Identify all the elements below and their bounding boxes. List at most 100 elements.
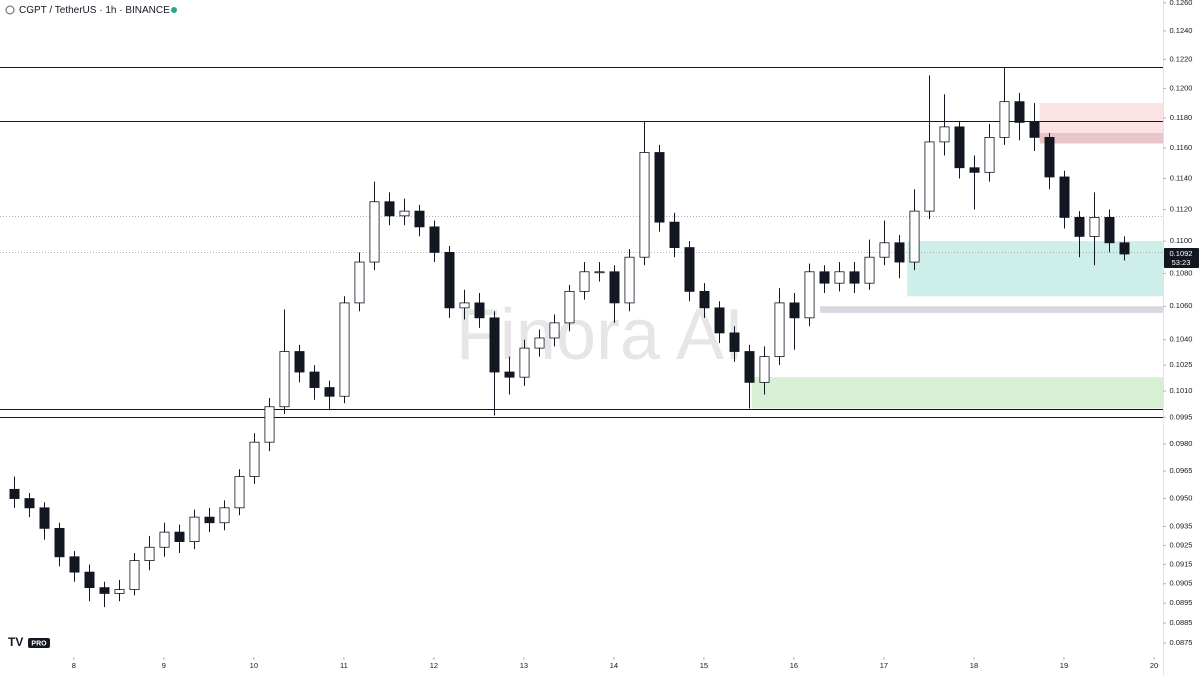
candle-body: [984, 136, 995, 173]
candle-body: [39, 507, 50, 529]
y-tick-label: 0.1100: [1170, 236, 1192, 245]
x-tick-label: 8: [72, 661, 76, 670]
y-tick-label: 0.1180: [1170, 113, 1192, 122]
candle-body: [204, 516, 215, 524]
candle-body: [1014, 101, 1025, 123]
logo-badge-bg: [28, 638, 50, 648]
candle-body: [639, 152, 650, 258]
candle-body: [444, 251, 455, 309]
candle-body: [24, 498, 35, 509]
x-tick-label: 9: [162, 661, 166, 670]
candle-body: [1104, 217, 1115, 244]
y-tick-label: 0.1260: [1170, 0, 1193, 7]
x-tick-label: 17: [880, 661, 888, 670]
candle-body: [69, 556, 80, 573]
y-tick-label: 0.0980: [1170, 439, 1193, 448]
x-tick-label: 12: [430, 661, 438, 670]
x-tick-label: 13: [520, 661, 528, 670]
candle-body: [234, 476, 245, 509]
candle-body: [1089, 217, 1100, 237]
zone: [820, 306, 1163, 313]
candle-body: [504, 371, 515, 378]
candle-body: [219, 507, 230, 524]
candle-body: [519, 347, 530, 378]
chart-title: CGPT / TetherUS · 1h · BINANCE: [19, 5, 170, 16]
x-tick-label: 20: [1150, 661, 1158, 670]
candle-body: [324, 387, 335, 397]
candle-body: [564, 290, 575, 324]
candle-body: [1029, 122, 1040, 138]
candle-body: [609, 271, 620, 304]
logo: TV PRO: [8, 635, 50, 649]
y-tick-label: 0.1080: [1170, 268, 1193, 277]
y-tick-label: 0.1220: [1170, 54, 1193, 63]
candle-body: [9, 488, 20, 499]
y-tick-label: 0.0915: [1170, 559, 1193, 568]
symbol-icon: [5, 5, 15, 15]
y-tick-label: 0.0875: [1170, 638, 1193, 647]
y-tick-label: 0.1240: [1170, 26, 1193, 35]
candle-body: [144, 546, 155, 562]
y-tick-label: 0.0950: [1170, 494, 1193, 503]
candle-body: [1119, 242, 1130, 255]
candle-body: [384, 201, 395, 217]
candle-body: [399, 210, 410, 217]
x-tick-label: 15: [700, 661, 708, 670]
status-dot: [171, 7, 177, 13]
candle-body: [894, 242, 905, 263]
candle-body: [549, 322, 560, 339]
y-tick-label: 0.0925: [1170, 540, 1193, 549]
candle-body: [939, 126, 950, 143]
candle-body: [579, 271, 590, 292]
y-tick-label: 0.1060: [1170, 301, 1193, 310]
candle-body: [699, 290, 710, 309]
x-tick-label: 11: [340, 661, 348, 670]
x-tick-label: 16: [790, 661, 798, 670]
logo-mark: TV: [8, 635, 23, 649]
candle-body: [294, 351, 305, 373]
candle-body: [774, 302, 785, 358]
candle-body: [429, 226, 440, 253]
candle-body: [759, 356, 770, 383]
y-tick-label: 0.0935: [1170, 521, 1193, 530]
candle-body: [729, 332, 740, 352]
candle-body: [534, 337, 545, 349]
candle-body: [264, 406, 275, 443]
candle-body: [54, 527, 65, 558]
candle-body: [909, 210, 920, 263]
candle-body: [369, 201, 380, 263]
last-price-box: [1164, 247, 1199, 268]
candle-body: [834, 271, 845, 284]
y-tick-label: 0.1010: [1170, 386, 1193, 395]
candle-body: [924, 141, 935, 212]
candle-body: [1074, 217, 1085, 237]
countdown: 53:23: [1172, 258, 1191, 267]
candle-body: [489, 317, 500, 373]
candle-body: [249, 441, 260, 477]
candle-body: [849, 271, 860, 284]
candle-body: [354, 261, 365, 304]
candle-body: [474, 302, 485, 319]
y-tick-label: 0.1140: [1170, 173, 1192, 182]
logo-badge: PRO: [31, 640, 47, 647]
x-tick-label: 18: [970, 661, 978, 670]
candle-body: [1059, 176, 1070, 218]
candle-body: [654, 152, 665, 223]
candle-body: [309, 371, 320, 388]
candle-body: [669, 221, 680, 248]
zone: [751, 377, 1163, 409]
x-tick-label: 19: [1060, 661, 1068, 670]
y-tick-label: 0.1025: [1170, 360, 1193, 369]
y-tick-label: 0.1160: [1170, 143, 1192, 152]
y-tick-label: 0.0965: [1170, 466, 1193, 475]
candle-body: [999, 101, 1010, 138]
candle-body: [864, 256, 875, 284]
candle-body: [279, 351, 290, 408]
watermark: Finora AI: [456, 295, 744, 375]
y-tick-label: 0.0895: [1170, 598, 1193, 607]
y-tick-label: 0.1040: [1170, 335, 1193, 344]
candle-body: [819, 271, 830, 284]
y-tick-label: 0.1120: [1170, 205, 1192, 214]
last-price-label: 0.1092: [1170, 249, 1193, 258]
